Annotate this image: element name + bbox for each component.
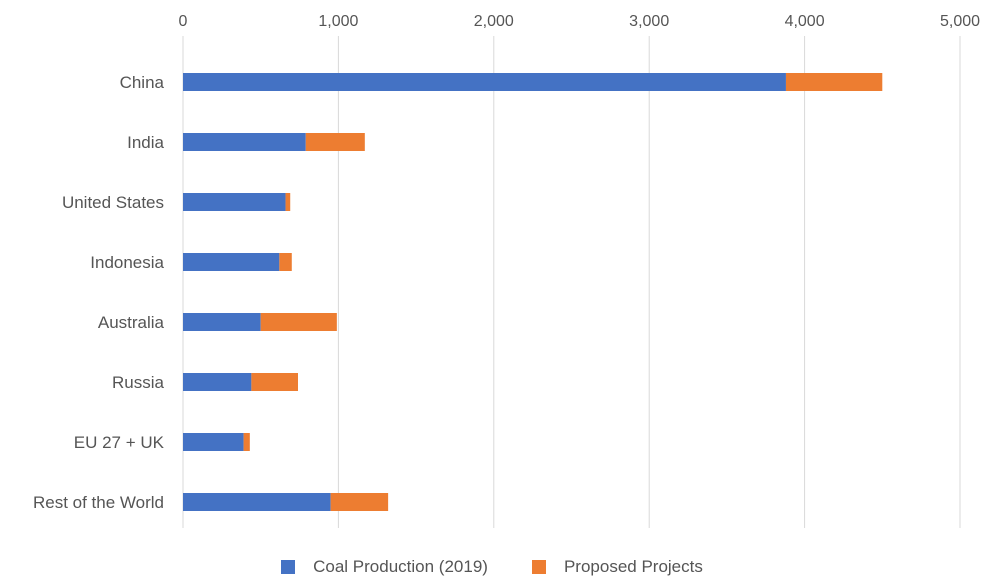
bar-eu-27-uk-proposed-projects — [243, 433, 250, 451]
bar-australia-proposed-projects — [260, 313, 337, 331]
x-tick-label: 3,000 — [629, 13, 669, 30]
bar-india-proposed-projects — [305, 133, 365, 151]
bar-indonesia-proposed-projects — [279, 253, 292, 271]
legend: Coal Production (2019) Proposed Projects — [0, 554, 984, 580]
legend-label-coal-production: Coal Production (2019) — [313, 557, 488, 576]
y-axis-category-labels: China India United States Indonesia Australi… — [33, 73, 165, 512]
bar-united-states-coal-production-2019 — [183, 193, 286, 211]
legend-label-proposed-projects: Proposed Projects — [563, 557, 703, 576]
category-label-australia: Australia — [98, 313, 165, 332]
stacked-bar-chart: 0 1,000 2,000 3,000 4,000 5,000 China India Uni… — [33, 13, 981, 528]
x-tick-label: 2,000 — [474, 13, 514, 30]
category-label-russia: Russia — [112, 373, 165, 392]
bar-eu-27-uk-coal-production-2019 — [183, 433, 244, 451]
gridlines — [182, 36, 961, 528]
x-tick-label: 0 — [179, 13, 188, 30]
x-tick-label: 5,000 — [940, 13, 980, 30]
category-label-indonesia: Indonesia — [90, 253, 164, 272]
category-label-rest-of-the-world: Rest of the World — [33, 493, 164, 512]
bar-rest-of-the-world-proposed-projects — [330, 493, 389, 511]
bars — [183, 73, 883, 511]
bar-india-coal-production-2019 — [183, 133, 306, 151]
x-axis-tick-labels: 0 1,000 2,000 3,000 4,000 5,000 — [179, 13, 981, 30]
category-label-united-states: United States — [62, 193, 164, 212]
x-tick-label: 4,000 — [785, 13, 825, 30]
bar-china-coal-production-2019 — [183, 73, 786, 91]
bar-united-states-proposed-projects — [285, 193, 291, 211]
legend-item-coal-production: Coal Production (2019) — [281, 557, 488, 577]
category-label-india: India — [127, 133, 164, 152]
bar-russia-proposed-projects — [251, 373, 298, 391]
legend-swatch-coal-production — [281, 560, 296, 574]
legend-item-proposed-projects: Proposed Projects — [531, 557, 703, 577]
legend-swatch-proposed-projects — [531, 560, 546, 574]
bar-australia-coal-production-2019 — [183, 313, 261, 331]
category-label-china: China — [120, 73, 165, 92]
bar-china-proposed-projects — [785, 73, 883, 91]
x-tick-label: 1,000 — [318, 13, 358, 30]
bar-indonesia-coal-production-2019 — [183, 253, 280, 271]
category-label-eu-27-uk: EU 27 + UK — [74, 433, 165, 452]
bar-russia-coal-production-2019 — [183, 373, 252, 391]
bar-rest-of-the-world-coal-production-2019 — [183, 493, 331, 511]
